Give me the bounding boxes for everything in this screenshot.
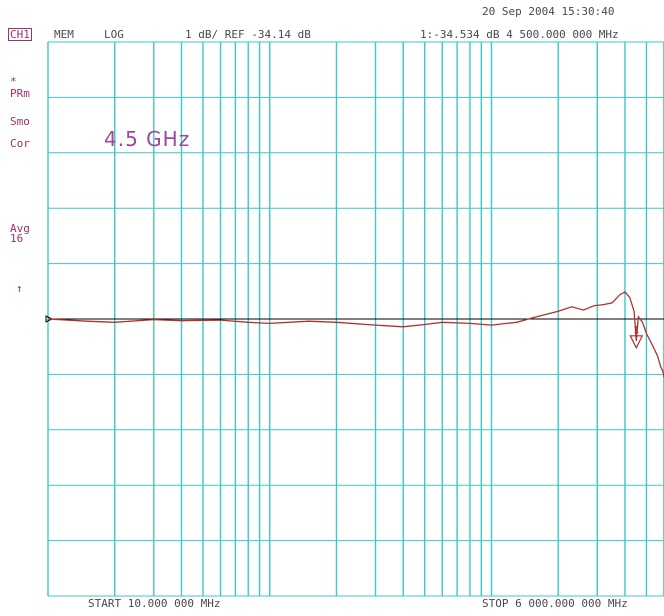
marker-label: 1	[633, 325, 639, 336]
channel-indicator[interactable]: CH1	[8, 28, 32, 41]
marker-triangle-icon	[629, 335, 644, 350]
reference-arrow-icon: ↑	[16, 282, 23, 295]
power-range-indicator: PRm	[10, 87, 30, 100]
averaging-count: 16	[10, 232, 24, 245]
correction-indicator: Cor	[10, 137, 30, 150]
memory-label: MEM	[54, 28, 74, 41]
format-label: LOG	[104, 28, 124, 41]
date-time: 20 Sep 2004 15:30:40	[482, 5, 615, 18]
averaging-indicator: Avg	[10, 222, 30, 235]
markers-group: 1	[629, 325, 644, 350]
frequency-annotation: 4.5 GHz	[104, 127, 191, 151]
reference-pointer-icon	[45, 315, 54, 323]
start-frequency: START 10.000 000 MHz	[88, 597, 221, 610]
reference-line-group	[45, 315, 664, 323]
smoothing-indicator: Smo	[10, 115, 30, 128]
trace-line-0	[47, 291, 664, 378]
trace-group	[47, 291, 664, 378]
star-indicator: *	[10, 75, 17, 88]
stop-frequency: STOP 6 000.000 000 MHz	[482, 597, 628, 610]
marker-readout: 1:-34.534 dB 4 500.000 000 MHz	[420, 28, 619, 41]
scale-reference-readout: 1 dB/ REF -34.14 dB	[185, 28, 311, 41]
